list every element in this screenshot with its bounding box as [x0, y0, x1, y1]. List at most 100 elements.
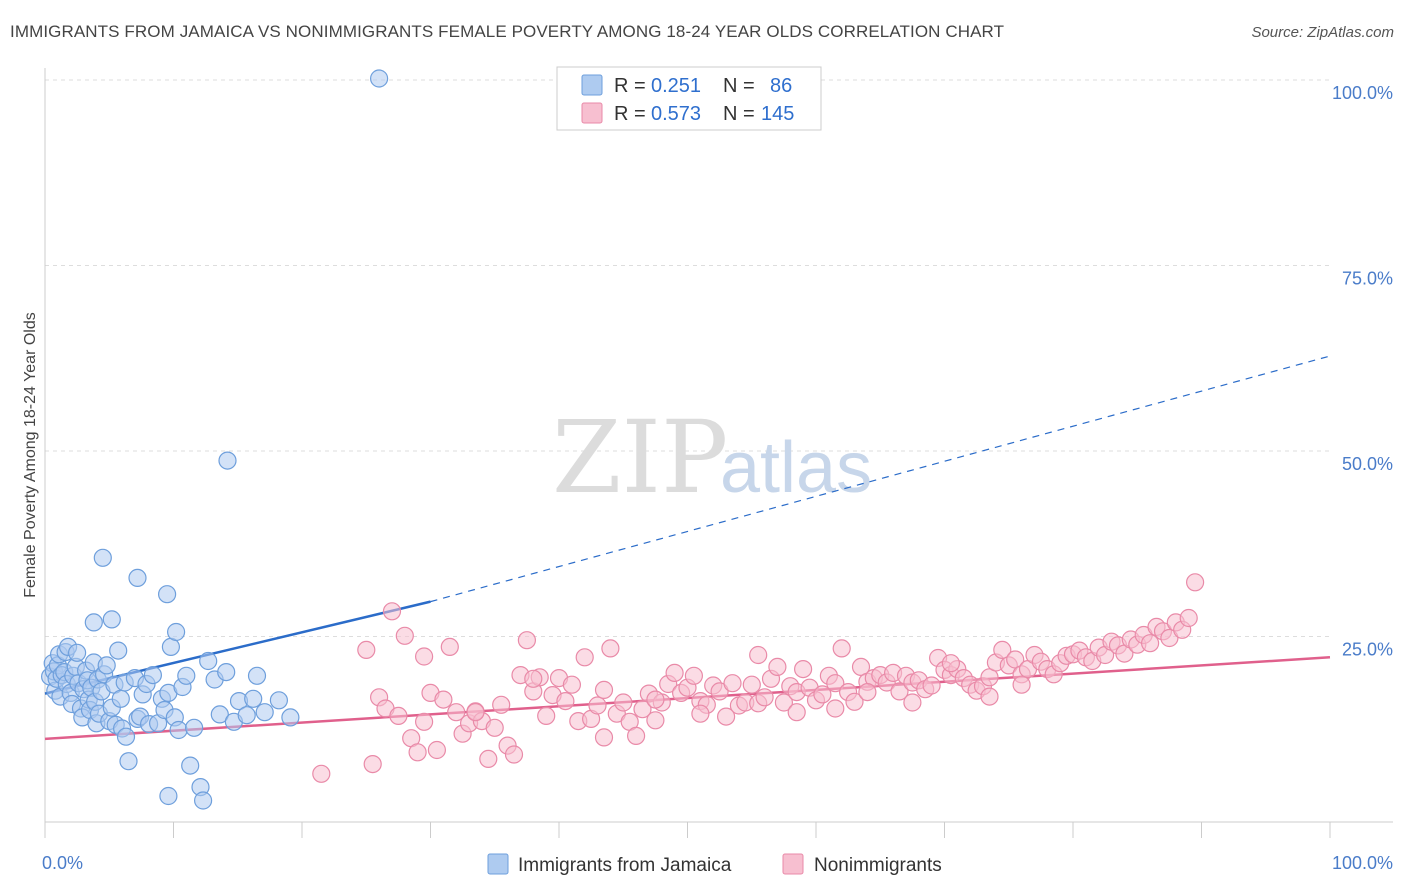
jamaica-point-79 — [158, 585, 177, 604]
axes — [44, 68, 1393, 838]
nonimmigrant-point-38 — [594, 680, 614, 700]
source-label: Source: ZipAtlas.com — [1251, 24, 1394, 41]
nonimmigrant-point-75 — [832, 639, 851, 658]
correlation-legend: R = 0.251 N = 86 R = 0.573 N = 145 — [556, 66, 822, 131]
jamaica-point-84 — [159, 786, 178, 806]
jamaica-point-81 — [102, 610, 121, 629]
nonimmigrant-point-13 — [434, 690, 453, 709]
nonimmigrant-point-142 — [941, 654, 961, 673]
nonimmigrant-point-144 — [1012, 675, 1031, 694]
jamaica-point-74 — [269, 691, 288, 710]
nonimmigrant-point-137 — [749, 645, 768, 665]
jamaica-point-85 — [370, 69, 389, 88]
x-tick-labels: 0.0% 100.0% — [42, 853, 1393, 873]
jamaica-point-67 — [217, 662, 236, 682]
y-tick-label-0: 25.0% — [1342, 640, 1393, 660]
nonimmigrant-point-26 — [517, 631, 537, 650]
y-tick-labels: 25.0% 50.0% 75.0% 100.0% — [1332, 83, 1393, 660]
nonimmigrant-point-2 — [363, 754, 382, 774]
data-points — [40, 69, 1205, 810]
jamaica-point-64 — [199, 651, 218, 671]
grid-lines — [45, 79, 1330, 637]
nonimmigrant-point-65 — [768, 657, 787, 677]
nonimmigrant-point-44 — [633, 700, 652, 719]
jamaica-point-62 — [185, 718, 204, 737]
jamaica-point-39 — [109, 641, 128, 660]
nonimmigrant-point-74 — [826, 674, 845, 693]
jamaica-point-80 — [218, 451, 237, 470]
legend-n-label-2: N = — [723, 103, 755, 125]
nonimmigrant-point-0 — [312, 764, 331, 783]
nonimmigrant-point-32 — [556, 691, 575, 711]
chart-title: IMMIGRANTS FROM JAMAICA VS NONIMMIGRANTS… — [10, 22, 1005, 41]
jamaica-point-66 — [210, 705, 229, 724]
legend-r-label-1: R = — [614, 75, 646, 97]
legend-r-label-2: R = — [614, 103, 646, 125]
nonimmigrant-point-140 — [858, 682, 877, 702]
nonimmigrant-point-24 — [504, 745, 524, 764]
nonimmigrant-point-100 — [993, 640, 1012, 660]
jamaica-point-51 — [143, 665, 162, 685]
y-tick-label-1: 50.0% — [1342, 454, 1393, 474]
nonimmigrant-point-39 — [601, 639, 620, 658]
nonimmigrant-point-41 — [614, 693, 633, 712]
nonimmigrant-point-66 — [774, 693, 794, 712]
x-tick-label-0: 0.0% — [42, 853, 83, 873]
jamaica-point-34 — [97, 656, 116, 675]
series-legend: Immigrants from Jamaica Nonimmigrants — [487, 853, 942, 876]
legend-n-value-1: 86 — [770, 75, 792, 97]
legend-n-label-1: N = — [723, 75, 755, 97]
nonimmigrant-point-14 — [440, 637, 459, 657]
nonimmigrant-point-77 — [845, 692, 864, 711]
jamaica-point-82 — [167, 622, 186, 642]
jamaica-point-58 — [169, 720, 188, 740]
nonimmigrant-point-29 — [537, 706, 556, 726]
nonimmigrant-point-123 — [1140, 634, 1160, 653]
jamaica-point-71 — [244, 689, 263, 708]
jamaica-point-78 — [84, 613, 103, 632]
nonimmigrant-point-69 — [793, 659, 813, 679]
legend-r-value-2: 0.573 — [651, 103, 701, 125]
jamaica-point-60 — [177, 666, 196, 685]
nonimmigrant-point-52 — [684, 666, 704, 685]
nonimmigrant-point-141 — [903, 693, 922, 712]
jamaica-point-75 — [281, 708, 300, 727]
nonimmigrant-point-20 — [479, 749, 498, 769]
nonimmigrant-point-12 — [427, 740, 446, 760]
series-legend-swatch-pink — [782, 853, 804, 875]
nonimmigrant-point-129 — [1179, 608, 1198, 628]
legend-n-value-2: 145 — [761, 103, 794, 125]
jamaica-point-73 — [255, 703, 274, 722]
nonimmigrant-point-1 — [357, 640, 376, 660]
jamaica-point-72 — [247, 666, 267, 685]
y-tick-label-3: 100.0% — [1332, 83, 1393, 103]
nonimmigrant-point-58 — [723, 674, 742, 693]
watermark-zip: ZIP — [552, 399, 728, 516]
y-axis-label: Female Poverty Among 18-24 Year Olds — [22, 312, 39, 598]
nonimmigrant-point-139 — [826, 699, 845, 718]
nonimmigrant-point-136 — [691, 704, 710, 723]
nonimmigrant-point-143 — [980, 687, 999, 706]
watermark-atlas: atlas — [720, 428, 872, 508]
legend-swatch-blue — [581, 74, 603, 96]
nonimmigrant-point-21 — [485, 718, 504, 737]
nonimmigrant-point-49 — [665, 663, 684, 683]
series-legend-swatch-blue — [487, 853, 509, 875]
nonimmigrant-point-63 — [755, 688, 774, 707]
jamaica-point-77 — [128, 568, 147, 588]
jamaica-point-17 — [67, 643, 87, 662]
nonimmigrant-point-131 — [415, 647, 434, 666]
nonimmigrant-point-37 — [588, 696, 607, 715]
jamaica-point-83 — [194, 791, 213, 810]
legend-swatch-pink — [581, 102, 603, 124]
jamaica-point-70 — [237, 706, 256, 725]
nonimmigrant-point-132 — [466, 703, 485, 722]
nonimmigrant-point-57 — [716, 707, 736, 726]
nonimmigrant-point-22 — [492, 695, 511, 714]
nonimmigrant-point-35 — [575, 648, 594, 667]
nonimmigrant-point-56 — [710, 682, 729, 701]
nonimmigrant-point-7 — [395, 626, 414, 645]
jamaica-point-43 — [116, 727, 136, 746]
jamaica-point-61 — [181, 756, 200, 775]
